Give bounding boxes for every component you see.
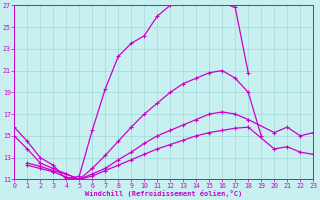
X-axis label: Windchill (Refroidissement éolien,°C): Windchill (Refroidissement éolien,°C) [85, 190, 242, 197]
